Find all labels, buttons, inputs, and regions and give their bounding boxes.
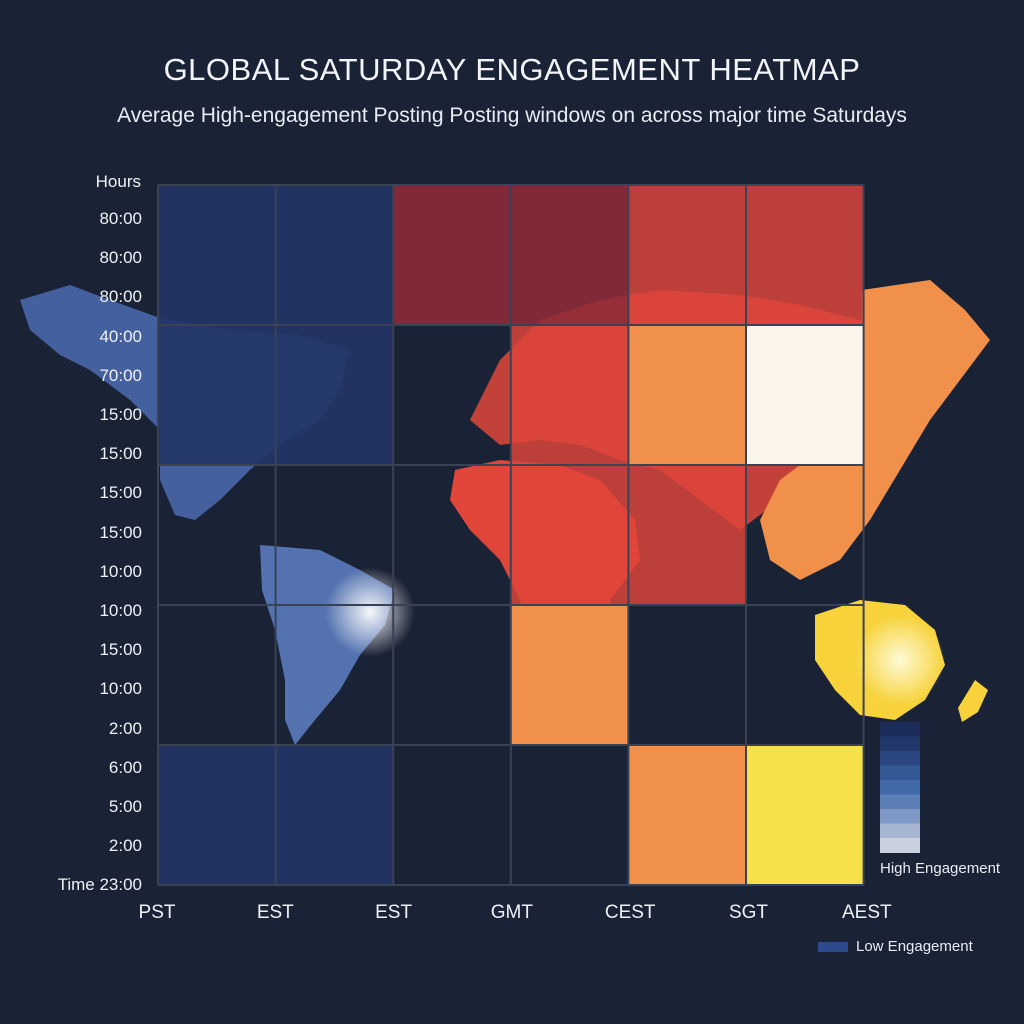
- legend-low-swatch: [818, 942, 848, 952]
- east-asia-shape: [760, 280, 990, 580]
- legend-high-label: High Engagement: [880, 860, 1001, 877]
- heatmap-cell-r1-est-medium: [393, 185, 511, 325]
- y-tick-label: 15:00: [99, 483, 142, 503]
- legend-scale-step: [880, 751, 920, 766]
- x-tick-label: PST: [138, 902, 176, 923]
- y-tick-label: 6:00: [108, 757, 142, 777]
- legend-scale-step: [880, 794, 920, 810]
- legend-scale-step: [880, 722, 920, 737]
- y-tick-label: 80:00: [99, 248, 142, 268]
- heatmap-cell-r4-est-none: [393, 605, 511, 745]
- heatmap-cell-r3-est-none: [393, 465, 511, 605]
- heatmap-cell-r4-sgt-none: [746, 605, 864, 745]
- australia-glow: [855, 615, 945, 705]
- heatmap-cell-r5-est-none: [393, 745, 511, 885]
- legend-scale-step: [880, 780, 920, 795]
- y-tick-label: 15:00: [99, 444, 142, 464]
- chart-subtitle: Average High-engagement Posting Posting …: [117, 104, 907, 127]
- heatmap-cell-r1-gmt-medium: [510, 185, 629, 325]
- heatmap-cell-r5-pst-low: [158, 745, 276, 885]
- heatmap-cell-r5-cest-peak: [628, 745, 746, 885]
- heatmap-cell-r3-sgt-none: [746, 465, 864, 605]
- heatmap-cell-r3-pst-none: [158, 465, 276, 605]
- y-tick-label: Time 23:00: [57, 875, 142, 895]
- chart-title: GLOBAL SATURDAY ENGAGEMENT HEATMAP: [163, 52, 861, 87]
- heatmap-cell-r4-est-none: [276, 605, 394, 745]
- legend-low-label: Low Engagement: [856, 938, 973, 955]
- heatmap-cell-r2-est-low: [275, 325, 394, 465]
- heatmap-cell-r2-pst-low: [158, 325, 276, 465]
- y-tick-label: 10:00: [99, 601, 142, 620]
- heatmap-cell-r4-pst-none: [158, 605, 276, 745]
- y-tick-label: 2:00: [108, 836, 142, 856]
- y-tick-label: 15:00: [99, 405, 142, 424]
- heatmap-cell-r4-gmt-peak: [510, 605, 629, 745]
- x-tick-label: SGT: [728, 902, 769, 923]
- x-tick-label: GMT: [490, 902, 533, 923]
- x-tick-label: AEST: [841, 902, 892, 923]
- heatmap-cell-r3-gmt-high: [510, 465, 629, 605]
- heatmap-cell-r5-sgt-yellow: [746, 745, 864, 885]
- heatmap-cell-r2-gmt-high: [510, 325, 629, 465]
- heatmap-cell-r3-cest-high: [628, 465, 746, 605]
- heatmap-cell-r2-sgt-max: [746, 325, 864, 465]
- heatmap-cell-r2-cest-peak: [628, 325, 746, 465]
- x-tick-label: EST: [375, 902, 413, 923]
- y-tick-label: 70:00: [99, 365, 142, 385]
- heatmap-cell-r3-est-none: [276, 465, 394, 605]
- heatmap-cell-r2-est-none: [393, 325, 511, 465]
- heatmap-cell-r5-gmt-none: [511, 745, 629, 885]
- y-tick-label: 10:00: [99, 561, 142, 581]
- legend-scale-step: [880, 838, 920, 853]
- new-zealand-shape: [958, 680, 988, 722]
- heatmap-cell-r5-est-low: [275, 745, 394, 885]
- y-axis-header: Hours: [95, 172, 141, 191]
- heatmap-cell-r1-est-low: [275, 185, 394, 325]
- heatmap-cell-r1-cest-high: [628, 185, 746, 325]
- heatmap-cell-r4-cest-none: [628, 605, 746, 745]
- y-tick-label: 15:00: [99, 640, 142, 660]
- y-tick-label: 40:00: [99, 326, 142, 346]
- y-tick-label: 80:00: [99, 287, 142, 307]
- y-tick-label: 10:00: [99, 679, 142, 699]
- legend-scale-step: [880, 809, 920, 824]
- y-tick-label: 2:00: [108, 718, 142, 738]
- legend-scale-step: [880, 823, 920, 839]
- y-tick-label: 80:00: [99, 209, 142, 228]
- x-tick-label: CEST: [604, 902, 656, 923]
- heatmap-cell-r1-sgt-high: [746, 185, 864, 325]
- y-tick-label: 5:00: [108, 797, 142, 816]
- y-tick-label: 15:00: [99, 522, 142, 542]
- x-tick-label: EST: [256, 902, 294, 923]
- legend-scale-step: [880, 736, 920, 752]
- heatmap-cell-r1-pst-low: [158, 185, 276, 325]
- legend-scale-step: [880, 765, 920, 781]
